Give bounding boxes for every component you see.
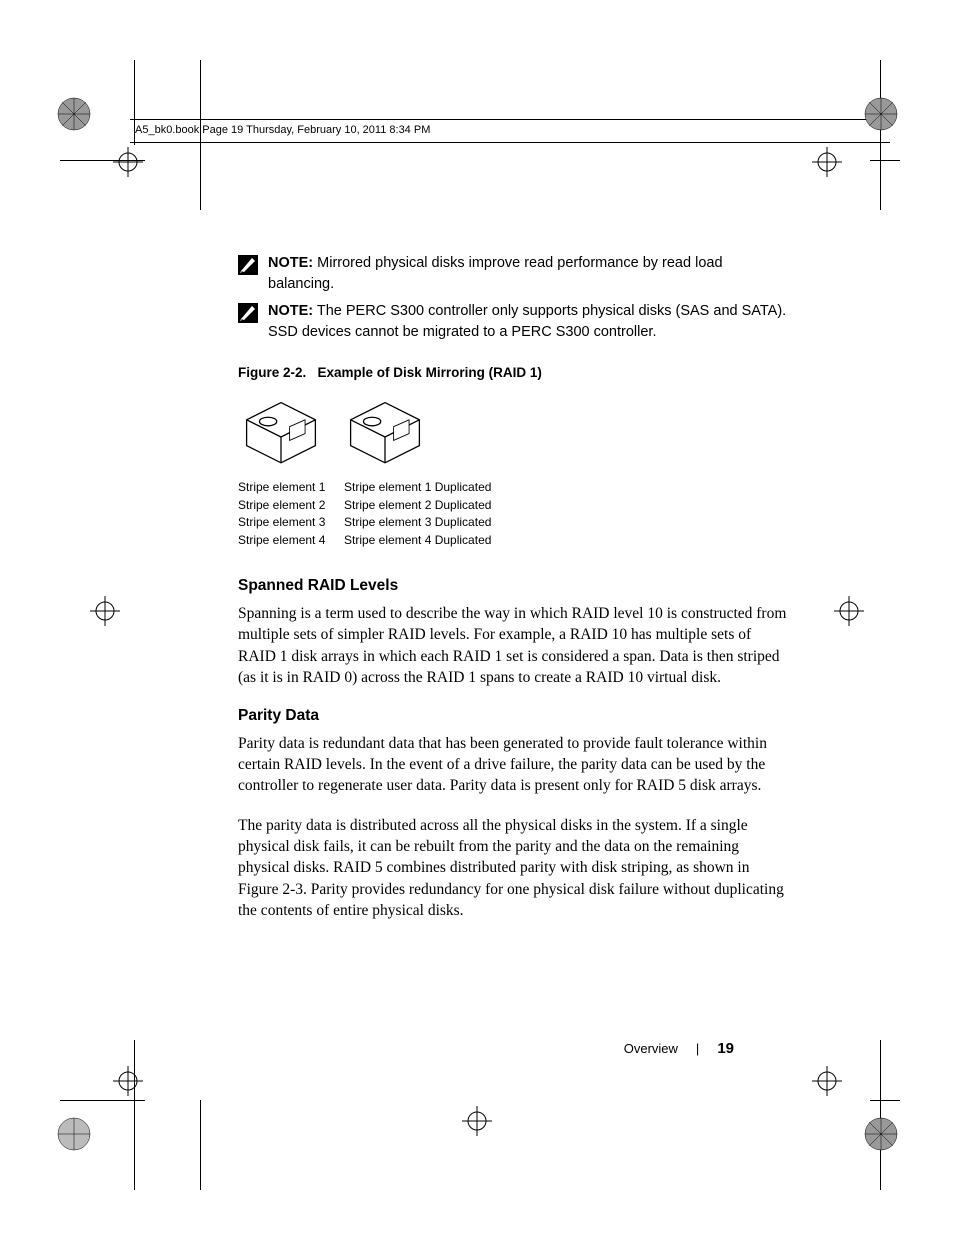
crop-mark — [200, 1100, 201, 1190]
footer-page-number: 19 — [717, 1040, 734, 1057]
paragraph: Parity data is redundant data that has b… — [238, 733, 788, 797]
note-1: NOTE: Mirrored physical disks improve re… — [238, 253, 788, 295]
note-text: NOTE: Mirrored physical disks improve re… — [268, 253, 788, 295]
disk-icon-right — [342, 394, 428, 471]
registration-mark-icon — [862, 1115, 900, 1153]
footer-section: Overview — [624, 1041, 678, 1056]
paragraph: The parity data is distributed across al… — [238, 815, 788, 922]
crop-mark — [880, 60, 881, 210]
crosshair-icon — [462, 1106, 492, 1136]
disk-icon-left — [238, 394, 324, 471]
crop-mark — [134, 1040, 135, 1190]
crosshair-icon — [113, 1066, 143, 1096]
stripe-col-left: Stripe element 1 Stripe element 2 Stripe… — [238, 479, 330, 549]
page-content: NOTE: Mirrored physical disks improve re… — [238, 253, 788, 940]
note-2: NOTE: The PERC S300 controller only supp… — [238, 301, 788, 343]
crosshair-icon — [812, 1066, 842, 1096]
crosshair-icon — [90, 596, 120, 626]
registration-mark-icon — [55, 1115, 93, 1153]
note-label: NOTE: — [268, 303, 313, 319]
figure-caption: Figure 2-2. Example of Disk Mirroring (R… — [238, 365, 788, 380]
note-label: NOTE: — [268, 255, 313, 271]
note-text: NOTE: The PERC S300 controller only supp… — [268, 301, 788, 343]
figure-diagram — [238, 394, 788, 471]
stripe-table: Stripe element 1 Stripe element 2 Stripe… — [238, 479, 788, 549]
crosshair-icon — [812, 147, 842, 177]
note-icon — [238, 255, 258, 275]
paragraph: Spanning is a term used to describe the … — [238, 603, 788, 689]
footer-separator: | — [696, 1041, 699, 1056]
header-rule-bottom — [130, 142, 890, 143]
heading-spanned-raid: Spanned RAID Levels — [238, 577, 788, 595]
registration-mark-icon — [862, 95, 900, 133]
registration-mark-icon — [55, 95, 93, 133]
crop-mark — [870, 160, 900, 161]
page-footer: Overview | 19 — [624, 1040, 734, 1057]
crosshair-icon — [834, 596, 864, 626]
crop-mark — [870, 1100, 900, 1101]
header-rule-top — [130, 119, 890, 120]
stripe-col-right: Stripe element 1 Duplicated Stripe eleme… — [344, 479, 491, 549]
header-text: A5_bk0.book Page 19 Thursday, February 1… — [135, 124, 430, 136]
note-icon — [238, 303, 258, 323]
crosshair-icon — [113, 147, 143, 177]
crop-mark — [60, 1100, 145, 1101]
heading-parity-data: Parity Data — [238, 707, 788, 725]
